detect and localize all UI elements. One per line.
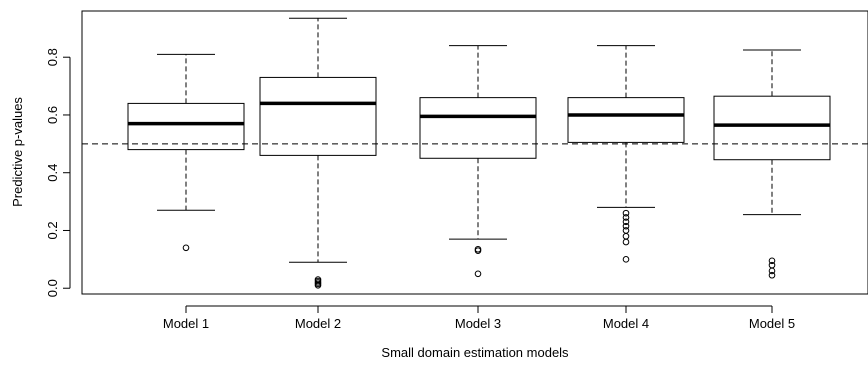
y-tick-label: 0.4 bbox=[45, 164, 60, 182]
x-axis-label: Small domain estimation models bbox=[381, 345, 569, 360]
iqr-box bbox=[259, 76, 377, 156]
outlier-point bbox=[622, 238, 630, 246]
outlier-point bbox=[622, 209, 630, 217]
outlier-point bbox=[622, 218, 630, 226]
x-tick-label: Model 5 bbox=[749, 316, 795, 331]
y-tick-label: 0.6 bbox=[45, 106, 60, 124]
box-1 bbox=[127, 53, 245, 252]
outlier-point bbox=[474, 270, 482, 278]
iqr-box bbox=[419, 97, 537, 159]
x-tick-label: Model 3 bbox=[455, 316, 501, 331]
x-tick-label: Model 2 bbox=[295, 316, 341, 331]
outlier-point bbox=[182, 244, 190, 252]
box-2 bbox=[259, 17, 377, 289]
y-tick-label: 0.0 bbox=[45, 279, 60, 297]
boxes bbox=[127, 17, 831, 289]
outlier-point bbox=[768, 271, 776, 279]
y-axis-label: Predictive p-values bbox=[10, 97, 25, 207]
iqr-box bbox=[713, 95, 831, 161]
outlier-point bbox=[314, 276, 322, 283]
outlier-point bbox=[622, 232, 630, 240]
outlier-point bbox=[622, 222, 630, 230]
y-tick-label: 0.2 bbox=[45, 221, 60, 239]
x-axis: Model 1 Model 2 Model 3 Model 4 Model 5 bbox=[163, 305, 795, 331]
outlier-point bbox=[622, 214, 630, 221]
outlier-point bbox=[768, 261, 776, 269]
iqr-box bbox=[127, 102, 245, 151]
box-5 bbox=[713, 49, 831, 279]
y-axis: 0.0 0.2 0.4 0.6 0.8 bbox=[45, 48, 71, 297]
outlier-point bbox=[622, 256, 630, 263]
y-tick-label: 0.8 bbox=[45, 48, 60, 66]
x-tick-label: Model 4 bbox=[603, 316, 649, 331]
iqr-box bbox=[567, 97, 685, 143]
outlier-point bbox=[622, 227, 630, 234]
outlier-point bbox=[768, 257, 776, 265]
x-tick-label: Model 1 bbox=[163, 316, 209, 331]
outlier-point bbox=[474, 245, 482, 253]
plot-frame bbox=[81, 10, 868, 295]
box-3 bbox=[419, 45, 537, 278]
box-4 bbox=[567, 45, 685, 263]
